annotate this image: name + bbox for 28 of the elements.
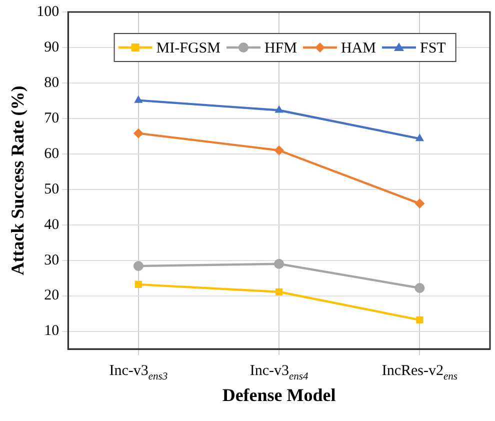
y-tick-label: 90 <box>44 39 60 56</box>
point <box>416 316 424 324</box>
y-tick-label: 80 <box>44 74 60 91</box>
y-axis-title: Attack Success Rate (%) <box>7 86 28 276</box>
legend-label: MI-FGSM <box>156 40 220 56</box>
y-tick-label: 20 <box>44 288 60 304</box>
x-axis-title: Defense Model <box>222 385 336 405</box>
y-tick-label: 40 <box>44 216 60 233</box>
y-tick-label: 30 <box>44 252 60 268</box>
y-tick-label: 10 <box>44 323 60 340</box>
point <box>133 128 144 138</box>
point <box>274 258 284 269</box>
y-tick-label: 60 <box>44 146 60 162</box>
legend-label: HAM <box>340 40 376 56</box>
point <box>414 282 425 293</box>
point <box>134 280 142 288</box>
point <box>274 105 284 113</box>
point <box>274 145 284 156</box>
y-tick-label: 50 <box>44 181 60 198</box>
y-tick-label: 100 <box>36 4 60 20</box>
point <box>414 198 425 209</box>
point <box>134 95 143 103</box>
point <box>415 134 424 142</box>
y-tick-label: 70 <box>44 110 60 126</box>
legend-label: HFM <box>264 40 297 56</box>
point <box>276 288 283 296</box>
point <box>133 260 144 271</box>
legend-label: FST <box>420 40 446 56</box>
